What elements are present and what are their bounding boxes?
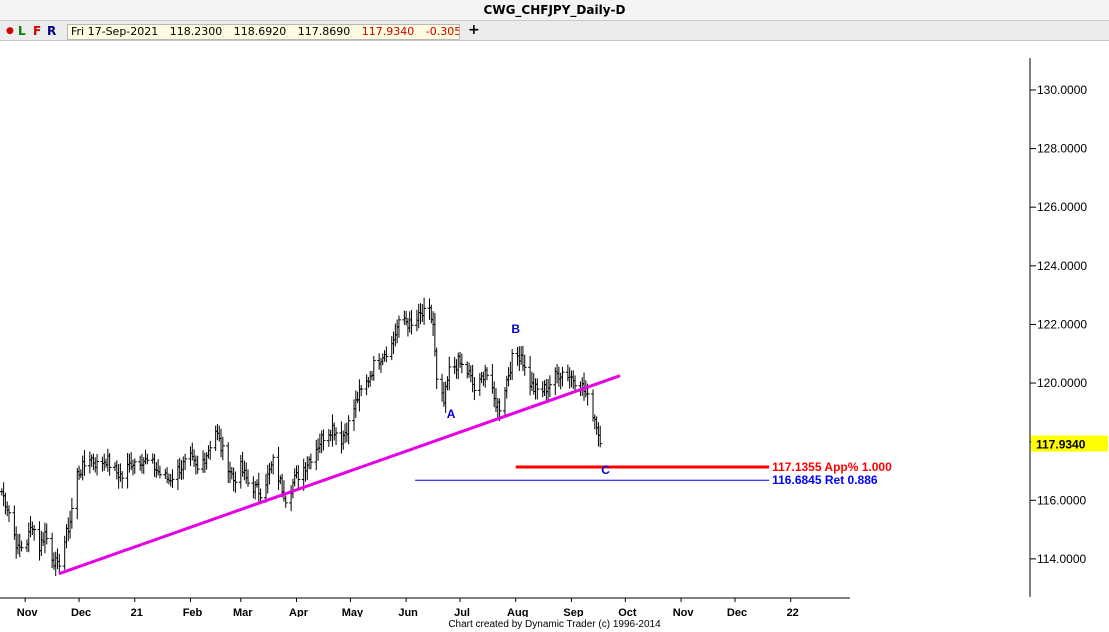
y-tick-label: 116.0000 (1037, 493, 1086, 507)
last-price-label: 117.9340 (1036, 438, 1086, 452)
x-tick-label: Nov (17, 607, 39, 617)
x-tick-label: Oct (618, 607, 637, 617)
bullet-icon[interactable]: ● (6, 26, 14, 36)
level-label-app: 117.1355 App% 1.000 (772, 460, 892, 474)
info-low: 117.8690 (297, 25, 351, 38)
x-tick-label: Sep (563, 607, 583, 617)
wave-label-a: A (447, 407, 456, 421)
info-high: 118.6920 (233, 25, 287, 38)
wave-label-b: B (511, 322, 520, 336)
price-chart: 114.0000116.0000118.0000120.0000122.0000… (0, 58, 1108, 617)
info-open: 118.2300 (169, 25, 223, 38)
last-price-tag (1031, 435, 1108, 452)
price-info-box: Fri 17-Sep-2021 118.2300 118.6920 117.86… (67, 24, 460, 40)
y-tick-label: 124.0000 (1037, 259, 1087, 273)
toolbar-r-button[interactable]: R (47, 24, 57, 38)
trendline (58, 374, 621, 575)
x-tick-label: Nov (673, 607, 695, 617)
x-tick-label: Dec (71, 607, 91, 617)
x-tick-label: Mar (233, 607, 253, 617)
x-tick-label: Dec (727, 607, 747, 617)
footer-credit: Chart created by Dynamic Trader (c) 1996… (448, 619, 661, 630)
x-tick-label: May (342, 607, 364, 617)
y-tick-label: 126.0000 (1037, 200, 1087, 214)
y-tick-label: 130.0000 (1037, 83, 1087, 97)
y-tick-label: 114.0000 (1037, 552, 1086, 566)
level-label-ret: 116.6845 Ret 0.886 (772, 473, 878, 487)
x-tick-label: Jul (454, 607, 470, 617)
toolbar: ● L F R Fri 17-Sep-2021 118.2300 118.692… (0, 21, 1109, 41)
info-close: 117.9340 (361, 25, 415, 38)
window-title: CWG_CHFJPY_Daily-D (0, 0, 1109, 21)
wave-label-c: C (601, 463, 610, 477)
x-tick-label: Jun (398, 607, 418, 617)
y-tick-label: 128.0000 (1037, 142, 1087, 156)
y-tick-label: 122.0000 (1037, 317, 1087, 331)
toolbar-l-button[interactable]: L (18, 24, 26, 38)
info-change: -0.3050 (425, 25, 459, 38)
y-tick-label: 120.0000 (1037, 376, 1087, 390)
x-tick-label: 21 (131, 607, 143, 617)
x-tick-label: 22 (787, 607, 799, 617)
x-tick-label: Feb (183, 607, 203, 617)
info-date: Fri 17-Sep-2021 (71, 25, 159, 38)
x-tick-label: Apr (289, 607, 309, 617)
toolbar-f-button[interactable]: F (33, 24, 42, 38)
plus-icon[interactable]: + (468, 22, 480, 38)
x-tick-label: Aug (507, 607, 528, 617)
